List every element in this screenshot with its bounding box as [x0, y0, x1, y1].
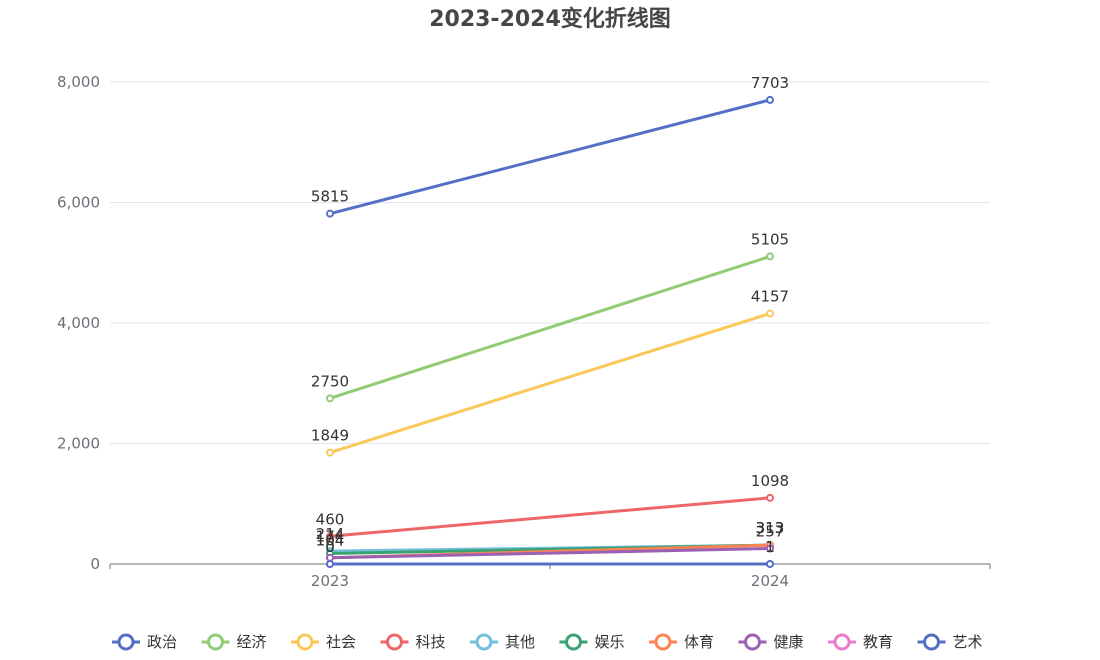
legend-label: 娱乐 — [595, 633, 625, 651]
data-label: 1098 — [751, 472, 789, 490]
legend-label: 政治 — [147, 633, 177, 651]
legend-item[interactable]: 经济 — [201, 633, 267, 651]
data-label: 313 — [756, 519, 785, 537]
data-label: 1 — [765, 538, 775, 556]
legend-marker — [386, 633, 403, 651]
data-label: 460 — [316, 510, 345, 528]
series-line — [329, 254, 771, 400]
legend-item[interactable]: 娱乐 — [559, 633, 625, 651]
data-labels: 5815 7703 2750 5105 1849 4157 460 1098 214 313 174… — [311, 74, 789, 556]
legend-item[interactable]: 其他 — [470, 633, 535, 651]
legend-label: 科技 — [416, 633, 446, 651]
data-label: 1849 — [311, 427, 349, 445]
x-tick-label: 2023 — [311, 572, 349, 590]
legend-item[interactable]: 教育 — [828, 633, 893, 651]
data-label: 2750 — [311, 372, 349, 390]
data-point — [766, 309, 774, 318]
legend-marker — [475, 633, 493, 651]
chart-title: 2023-2024变化折线图 — [429, 6, 671, 32]
data-point — [766, 544, 774, 553]
legend-marker — [833, 633, 851, 651]
y-tick-label: 8,000 — [57, 73, 100, 91]
legend[interactable]: 政治 经济 社会 科技 其他 娱乐 体育 健康 教育 艺术 — [112, 633, 983, 651]
series-line — [329, 496, 771, 538]
legend-label: 社会 — [326, 633, 356, 651]
y-tick-label: 4,000 — [57, 314, 100, 332]
grid-lines — [110, 81, 990, 444]
series-line — [329, 312, 771, 455]
series-line — [329, 547, 771, 560]
y-axis: 0 2,000 4,000 6,000 8,000 — [57, 73, 100, 573]
legend-label: 健康 — [774, 633, 804, 651]
data-label: 0 — [325, 538, 335, 556]
legend-marker — [117, 633, 135, 651]
data-point — [326, 560, 334, 568]
legend-marker — [296, 633, 314, 651]
series-group — [326, 95, 774, 568]
data-label: 313 — [756, 519, 785, 537]
data-point — [326, 448, 334, 457]
legend-item[interactable]: 体育 — [649, 633, 714, 651]
y-tick-label: 6,000 — [57, 194, 100, 212]
legend-label: 经济 — [237, 633, 267, 651]
legend-item[interactable]: 社会 — [291, 633, 356, 651]
data-point — [326, 532, 334, 541]
data-point — [766, 252, 774, 261]
legend-label: 其他 — [505, 633, 535, 651]
legend-marker — [923, 633, 940, 651]
data-label: 0 — [325, 538, 335, 556]
data-label: 257 — [756, 523, 785, 541]
y-tick-label: 0 — [90, 555, 100, 573]
data-point — [326, 394, 334, 403]
series-line — [329, 98, 771, 216]
legend-marker — [654, 633, 672, 651]
data-label: 104 — [316, 532, 345, 550]
legend-marker — [744, 633, 761, 651]
legend-marker — [207, 633, 224, 651]
legend-label: 教育 — [863, 633, 893, 651]
legend-item[interactable]: 科技 — [380, 633, 446, 651]
legend-label: 体育 — [684, 633, 714, 651]
data-point — [766, 493, 774, 502]
legend-item[interactable]: 健康 — [738, 633, 804, 651]
legend-marker — [565, 633, 582, 651]
legend-item[interactable]: 政治 — [112, 633, 177, 651]
legend-item[interactable]: 艺术 — [917, 633, 983, 651]
data-point — [766, 95, 774, 104]
legend-label: 艺术 — [953, 633, 983, 651]
data-point — [766, 559, 774, 568]
data-label: 1 — [765, 538, 775, 556]
y-tick-label: 2,000 — [57, 435, 100, 453]
data-point — [326, 209, 334, 218]
data-label: 4157 — [751, 288, 789, 306]
data-label: 174 — [316, 528, 345, 546]
x-axis: 2023 2024 — [109, 563, 991, 590]
data-label: 214 — [316, 525, 345, 543]
x-tick-label: 2024 — [751, 572, 789, 590]
data-label: 7703 — [751, 74, 789, 92]
data-label: 5815 — [311, 188, 349, 206]
data-label: 104 — [316, 532, 345, 550]
data-label: 5105 — [751, 230, 789, 248]
data-label: 313 — [756, 519, 785, 537]
